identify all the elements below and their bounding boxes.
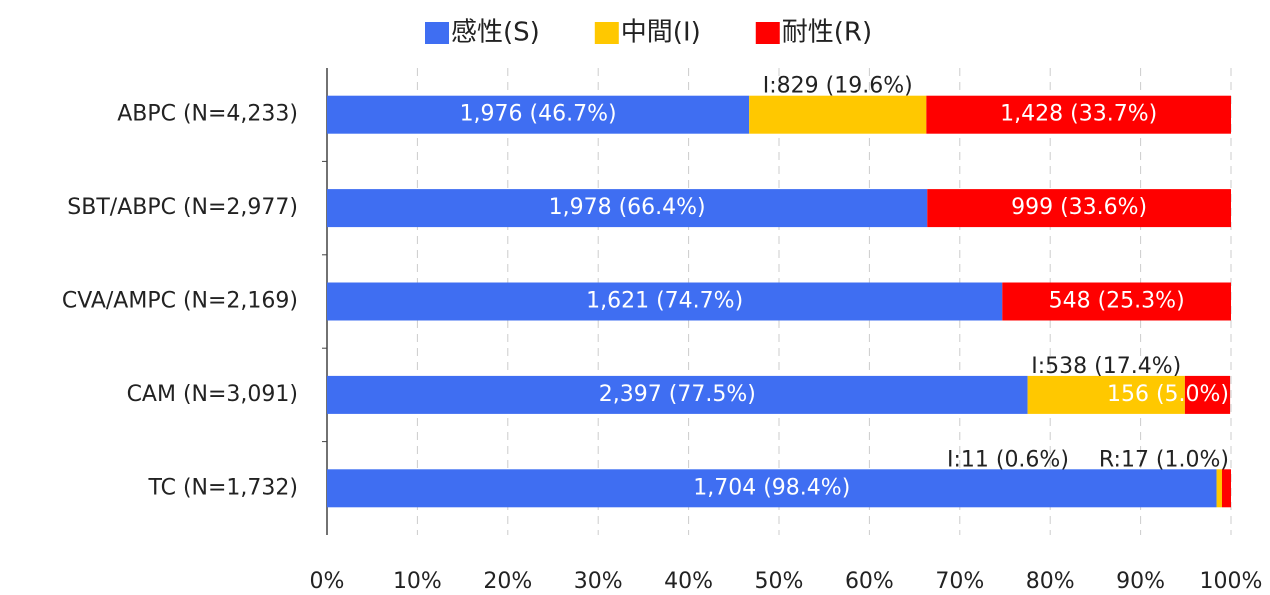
y-tick-label: TC (N=1,732) <box>147 475 298 500</box>
bar-segment <box>1216 469 1222 508</box>
x-tick-label: 30% <box>574 569 623 594</box>
y-tick-label: CVA/AMPC (N=2,169) <box>62 289 298 314</box>
legend-swatch <box>425 22 449 44</box>
bar-segment <box>327 282 1003 321</box>
bar-segment <box>927 189 1231 228</box>
bar-segment <box>327 469 1217 508</box>
legend-label: 中間(I) <box>621 18 701 48</box>
data-label: 2,397 (77.5%) <box>599 382 756 407</box>
legend-label: 感性(S) <box>451 18 540 48</box>
bar-segment <box>327 95 750 134</box>
x-tick-label: 100% <box>1200 569 1263 594</box>
y-tick-label: SBT/ABPC (N=2,977) <box>67 195 298 220</box>
x-tick-label: 80% <box>1026 569 1075 594</box>
bar-segment <box>327 189 928 228</box>
bar-segment <box>1184 375 1231 414</box>
data-label: I:11 (0.6%) <box>947 447 1069 472</box>
x-tick-label: 70% <box>935 569 984 594</box>
x-tick-label: 10% <box>393 569 442 594</box>
x-tick-label: 0% <box>310 569 345 594</box>
bar-segment <box>1221 469 1231 508</box>
data-label: I:538 (17.4%) <box>1031 354 1181 379</box>
bar-segment <box>1002 282 1231 321</box>
legend-swatch <box>755 22 780 44</box>
data-label: 1,428 (33.7%) <box>1000 102 1157 127</box>
legend-label: 耐性(R) <box>782 18 872 48</box>
bar-segment <box>749 95 927 134</box>
y-tick-label: ABPC (N=4,233) <box>117 102 298 127</box>
x-tick-label: 40% <box>664 569 713 594</box>
data-label: 156 (5.0%) <box>1107 382 1229 407</box>
data-label: 548 (25.3%) <box>1049 289 1185 314</box>
y-tick-label: CAM (N=3,091) <box>127 382 298 407</box>
x-tick-label: 20% <box>483 569 532 594</box>
x-tick-label: 90% <box>1116 569 1165 594</box>
x-tick-label: 50% <box>755 569 804 594</box>
data-label: I:829 (19.6%) <box>763 74 913 99</box>
data-label: 999 (33.6%) <box>1011 195 1147 220</box>
data-label: 1,976 (46.7%) <box>460 102 617 127</box>
data-label: 1,704 (98.4%) <box>693 475 850 500</box>
bar-segment <box>926 95 1231 134</box>
data-label: R:17 (1.0%) <box>1099 447 1229 472</box>
bar-segment <box>327 375 1028 414</box>
legend-swatch <box>594 22 619 44</box>
x-tick-label: 60% <box>845 569 894 594</box>
bar-segment <box>1027 375 1185 414</box>
data-label: 1,978 (66.4%) <box>549 195 706 220</box>
data-label: 1,621 (74.7%) <box>586 289 743 314</box>
